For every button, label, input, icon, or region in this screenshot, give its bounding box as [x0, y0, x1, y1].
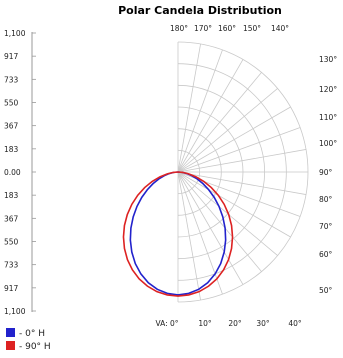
grid-spoke: [177, 49, 223, 173]
legend: - 0° H - 90° H: [6, 328, 51, 352]
angle-label-right: 80°: [319, 195, 333, 204]
angle-label-right: 50°: [319, 286, 333, 295]
angle-label-right: 110°: [319, 113, 337, 122]
angle-labels: 180° 170° 160° 150° 140° 130° 120° 110° 100° 90° 8…: [155, 24, 337, 328]
radial-tick-label: 1,100: [4, 307, 26, 316]
angle-label-top: 160°: [218, 24, 236, 33]
grid-spoke: [177, 59, 244, 173]
radial-tick-label: 733: [4, 261, 19, 270]
chart-title: Polar Candela Distribution: [118, 4, 282, 17]
radial-tick-label: 1,100: [4, 29, 26, 38]
angle-label-right: 90°: [319, 168, 333, 177]
radial-tick-labels: 1,100 917 733 550 367 183 0.00 183 367 550 733 917 1…: [4, 29, 36, 316]
grid-spoke: [177, 127, 301, 173]
polar-grid: [31, 32, 309, 312]
radial-tick-label: 367: [4, 214, 19, 223]
radial-tick-label: 183: [4, 145, 19, 154]
radial-tick-label: 733: [4, 75, 19, 84]
grid-spoke: [177, 43, 201, 173]
radial-tick-label: 183: [4, 191, 19, 200]
angle-label-top: 140°: [271, 24, 289, 33]
radial-tick-label: 917: [4, 52, 19, 61]
angle-label-right: 120°: [319, 85, 337, 94]
angle-label-top: 180°: [170, 24, 188, 33]
angle-label-right: 70°: [319, 222, 333, 231]
grid-spoke: [177, 171, 291, 238]
angle-label-bottom: 40°: [288, 319, 302, 328]
angle-label-bottom: 20°: [228, 319, 242, 328]
grid-spoke: [177, 171, 307, 195]
angle-label-bottom: 10°: [198, 319, 212, 328]
grid-spoke: [177, 72, 262, 173]
grid-spoke: [177, 171, 262, 272]
legend-label: - 90° H: [19, 342, 51, 352]
angle-label-bottom: VA: 0°: [155, 319, 178, 328]
radial-tick-label: 550: [4, 238, 19, 247]
angle-label-right: 60°: [319, 250, 333, 259]
radial-tick-label: 0.00: [4, 168, 21, 177]
angle-label-right: 130°: [319, 55, 337, 64]
angle-label-right: 100°: [319, 139, 337, 148]
grid-spoke: [177, 88, 278, 173]
legend-swatch: [6, 341, 15, 350]
angle-label-top: 150°: [243, 24, 261, 33]
series-line: [122, 171, 234, 297]
radial-tick-label: 917: [4, 284, 19, 293]
angle-label-bottom: 30°: [256, 319, 270, 328]
legend-label: - 0° H: [19, 329, 45, 339]
radial-tick-label: 550: [4, 99, 19, 108]
radial-tick-label: 367: [4, 122, 19, 131]
grid-spoke: [177, 171, 244, 285]
grid-spoke: [177, 106, 291, 173]
series-group: [122, 171, 234, 297]
grid-spoke: [177, 171, 201, 301]
grid-spoke: [177, 149, 307, 173]
legend-swatch: [6, 328, 15, 337]
angle-label-top: 170°: [194, 24, 212, 33]
